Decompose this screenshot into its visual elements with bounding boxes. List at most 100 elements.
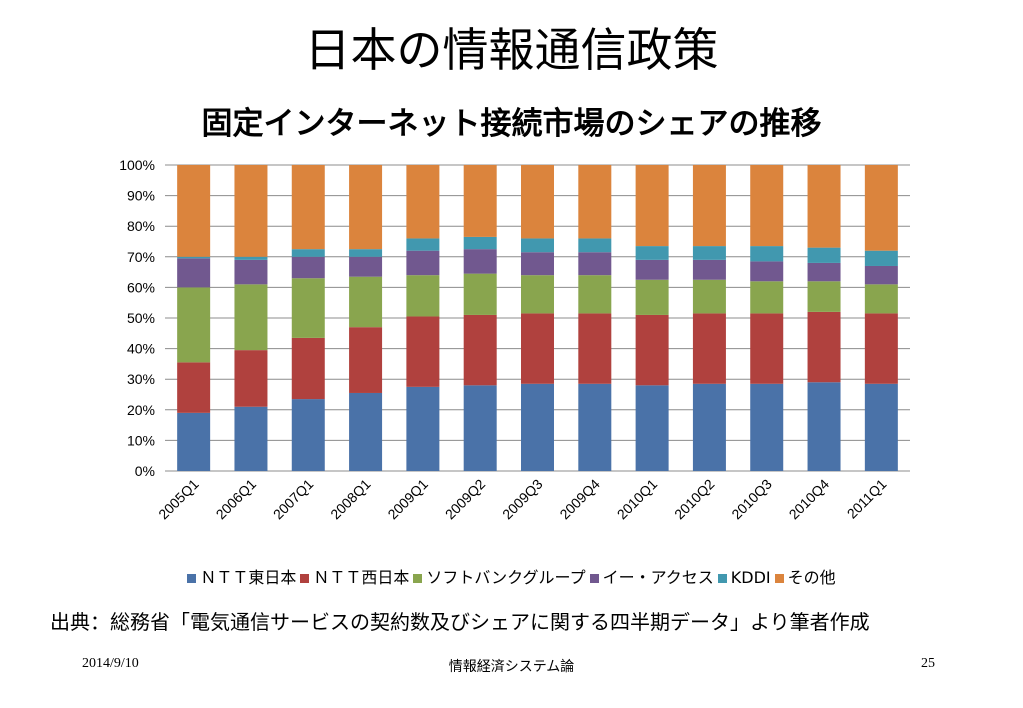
y-tick-label: 70% — [127, 249, 155, 265]
footer-course-title: 情報経済システム論 — [448, 659, 575, 675]
bar-segment — [807, 165, 841, 248]
bar-segment — [291, 256, 325, 279]
x-tick-label: 2010Q3 — [728, 476, 775, 523]
bar-segment — [692, 279, 726, 314]
bar-segment — [692, 246, 726, 260]
bar-segment — [234, 165, 268, 257]
bar-segment — [234, 350, 268, 407]
legend-swatch — [717, 574, 727, 583]
bar-segment — [635, 314, 669, 386]
bar-segment — [635, 259, 669, 280]
bar-segment — [177, 256, 211, 259]
x-tick-label: 2010Q2 — [671, 476, 718, 523]
legend-swatch — [187, 574, 197, 583]
legend-item: その他 — [774, 564, 836, 588]
x-tick-label: 2009Q4 — [556, 476, 603, 523]
bar-segment — [578, 238, 612, 253]
y-tick-label: 50% — [127, 310, 155, 326]
bar-segment — [521, 275, 554, 314]
bar-segment — [291, 278, 325, 338]
legend-swatch — [413, 574, 423, 583]
bar-segment — [349, 249, 383, 257]
bar-segment — [406, 316, 440, 387]
legend-label: ソフトバンクグループ — [426, 568, 586, 587]
bar-segment — [692, 165, 726, 247]
bar-segment — [864, 265, 898, 285]
y-tick-label: 90% — [127, 188, 155, 204]
bar-segment — [291, 399, 325, 471]
bar-segment — [349, 256, 383, 277]
bar-segment — [177, 412, 211, 471]
bar-segment — [291, 165, 325, 250]
bar-segment — [750, 313, 784, 384]
bar-segment — [807, 247, 841, 263]
bar-segment — [521, 313, 554, 384]
bar-segment — [463, 273, 497, 315]
legend-swatch — [589, 574, 599, 583]
bar-segment — [807, 281, 841, 312]
x-tick-label: 2009Q1 — [384, 476, 431, 523]
bar-segment — [406, 275, 440, 317]
bar-segment — [406, 250, 440, 276]
bar-segment — [750, 165, 784, 247]
bar-segment — [635, 246, 669, 260]
x-tick-label: 2008Q1 — [327, 476, 374, 523]
legend-label: KDDI — [730, 568, 771, 587]
x-tick-label: 2010Q4 — [786, 476, 833, 523]
bar-segment — [234, 259, 268, 285]
legend-label: ＮＴＴ東日本 — [200, 568, 297, 587]
x-tick-label: 2011Q1 — [844, 476, 890, 522]
bar-segment — [349, 327, 383, 393]
bar-segment — [463, 385, 497, 471]
y-axis-ticks: 0% 10% 20% 30% 40% 50% 60% 70% 80% 90% 100% — [119, 157, 155, 479]
x-tick-label: 2007Q1 — [270, 476, 317, 523]
y-tick-label: 30% — [127, 371, 155, 387]
legend-swatch — [300, 574, 310, 583]
chart-title: 固定インターネット接続市場のシェアの推移 — [201, 106, 822, 142]
bar-segment — [463, 249, 497, 274]
bar-segment — [750, 383, 784, 471]
bar-segment — [750, 261, 784, 282]
bar-segment — [864, 250, 898, 266]
chart-legend: ＮＴＴ東日本 ＮＴＴ西日本 ソフトバンクグループ イー・アクセス KDDI その他 — [0, 564, 1023, 588]
x-tick-label: 2005Q1 — [155, 476, 202, 523]
legend-item: KDDI — [717, 568, 771, 587]
footer-date: 2014/9/10 — [82, 656, 139, 671]
stacked-bar-chart: 0% 10% 20% 30% 40% 50% 60% 70% 80% 90% 100% 2005Q1… — [119, 157, 910, 523]
bar-segment — [349, 165, 383, 250]
bar-segment — [463, 165, 497, 237]
bar-segment — [864, 284, 898, 314]
bar-segment — [521, 383, 554, 471]
bar-segment — [349, 392, 383, 471]
y-tick-label: 40% — [127, 341, 155, 357]
bar-segment — [635, 165, 669, 247]
bar-segment — [234, 284, 268, 351]
bar-segment — [406, 238, 440, 251]
x-tick-label: 2009Q2 — [442, 476, 489, 523]
bar-segment — [692, 259, 726, 280]
bar-segment — [578, 165, 612, 239]
y-tick-label: 80% — [127, 218, 155, 234]
bar-segment — [864, 165, 898, 251]
x-tick-label: 2009Q3 — [499, 476, 546, 523]
bar-segment — [463, 236, 497, 250]
bar-segment — [578, 383, 612, 471]
bar-segment — [177, 258, 211, 288]
bar-segment — [349, 276, 383, 328]
bar-segment — [750, 246, 784, 262]
bar-segment — [234, 256, 268, 260]
legend-item: ソフトバンクグループ — [413, 564, 586, 588]
bar-segment — [406, 386, 440, 471]
legend-item: ＮＴＴ東日本 — [187, 564, 296, 588]
x-tick-label: 2006Q1 — [213, 476, 260, 523]
bar-segment — [291, 249, 325, 257]
y-tick-label: 0% — [135, 463, 155, 479]
bar-segment — [234, 406, 268, 471]
bar-segment — [750, 281, 784, 314]
x-tick-label: 2010Q1 — [614, 476, 661, 523]
legend-label: その他 — [787, 568, 836, 587]
bar-segment — [807, 262, 841, 282]
bar-segment — [692, 383, 726, 471]
bar-segment — [692, 313, 726, 384]
bar-segment — [463, 314, 497, 386]
